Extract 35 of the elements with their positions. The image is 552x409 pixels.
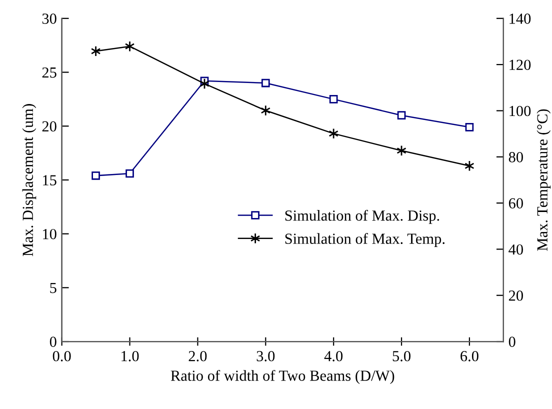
legend-label: Simulation of Max. Disp. bbox=[285, 210, 440, 224]
y-tick-label: 20 bbox=[42, 121, 56, 132]
point bbox=[261, 78, 270, 88]
x-tick-label: 4.0 bbox=[324, 350, 343, 362]
y2-tick-label: 0 bbox=[508, 336, 516, 347]
point bbox=[126, 169, 134, 178]
legend-label: Simulation of Max. Temp. bbox=[285, 233, 445, 248]
point bbox=[260, 104, 271, 116]
x-tick-label: 5.0 bbox=[392, 350, 410, 362]
y-tick-label: 15 bbox=[43, 175, 56, 186]
x-tick-label: 1.0 bbox=[122, 350, 139, 362]
y2-tick-label: 20 bbox=[508, 290, 523, 301]
point bbox=[92, 171, 100, 180]
x-axis-title: Ratio of width of Two Beams (D/W) bbox=[170, 370, 394, 384]
point bbox=[328, 128, 338, 140]
point bbox=[465, 123, 474, 132]
y-axis-title: Max. Displacement (um) bbox=[22, 104, 36, 256]
point bbox=[329, 95, 338, 104]
point bbox=[397, 111, 406, 120]
y2-tick-label: 120 bbox=[510, 60, 531, 70]
y2-tick-label: 40 bbox=[508, 244, 523, 255]
x-tick-label: 0.0 bbox=[52, 350, 71, 362]
y-tick-label: 30 bbox=[42, 14, 56, 24]
x-tick-label: 3.0 bbox=[256, 350, 275, 362]
y2-tick-label: 140 bbox=[510, 14, 531, 24]
x-tick-label: 2.0 bbox=[188, 350, 207, 362]
y-tick-label: 0 bbox=[50, 336, 56, 347]
x-tick-label: 6.0 bbox=[460, 350, 478, 362]
y2-tick-label: 100 bbox=[510, 106, 531, 116]
y2-axis-title: Max. Temperature (°C) bbox=[536, 109, 551, 251]
y-tick-label: 5 bbox=[50, 282, 56, 294]
y-tick-label: 10 bbox=[43, 228, 56, 240]
y2-tick-label: 60 bbox=[508, 198, 523, 208]
y2-tick-label: 80 bbox=[508, 152, 523, 162]
y-tick-label: 25 bbox=[42, 67, 56, 78]
